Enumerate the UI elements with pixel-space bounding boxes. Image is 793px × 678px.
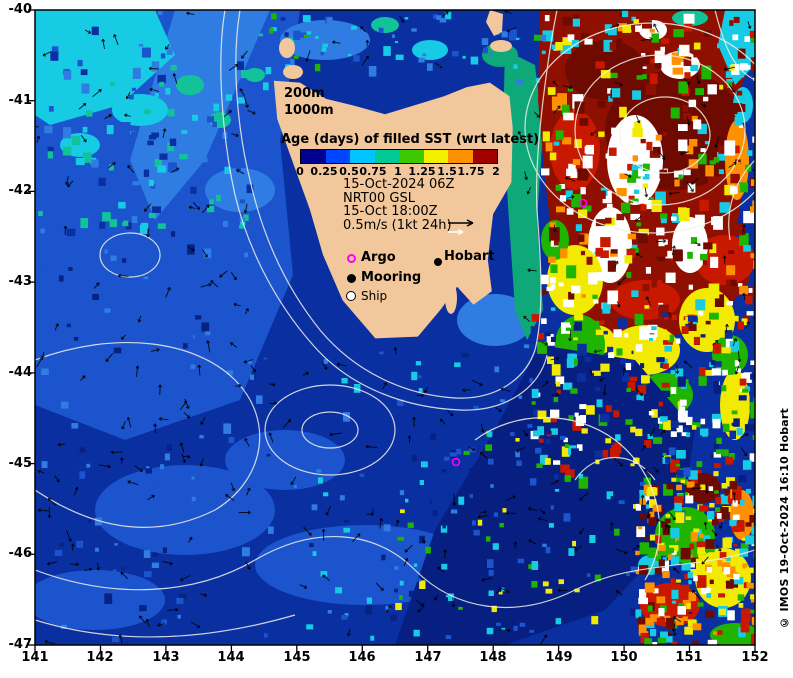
y-axis-label: -42	[8, 183, 33, 198]
y-axis-label: -47	[8, 637, 33, 652]
island	[445, 282, 457, 314]
vector-scale-label: 0.5m/s (1kt 24h)	[343, 218, 452, 233]
argo-legend-icon	[347, 254, 356, 263]
y-axis-label: -45	[8, 456, 33, 471]
sst-timestamp: 15-Oct-2024 06Z	[343, 177, 455, 192]
hobart-city-dot	[434, 258, 442, 266]
colorbar-segment	[399, 150, 424, 163]
colorbar-tick: 1.5	[437, 165, 457, 178]
colorbar-tick: 0.75	[359, 165, 387, 178]
contour-lines	[35, 10, 755, 638]
current-vectors	[35, 10, 755, 645]
y-axis-label: -40	[8, 2, 33, 17]
island	[490, 40, 512, 52]
ocean-speckles	[35, 10, 755, 645]
x-axis-label: 152	[741, 650, 769, 665]
island	[279, 38, 295, 58]
x-axis-label: 147	[414, 650, 442, 665]
colorbar-tick: 2	[492, 165, 500, 178]
colorbar-tick: 0.5	[339, 165, 359, 178]
colorbar-title: Age (days) of filled SST (wrt latest)	[281, 132, 540, 147]
model-label: NRT00 GSL	[343, 191, 415, 206]
colorbar-segment	[350, 150, 375, 163]
ship-legend-label: Ship	[361, 289, 388, 303]
hobart-city-label: Hobart	[444, 249, 495, 264]
observation-markers	[434, 198, 588, 467]
island	[486, 10, 503, 36]
mooring-legend-icon	[347, 274, 356, 283]
colorbar-segment	[472, 150, 497, 163]
y-axis-label: -43	[8, 274, 33, 289]
ship-legend-icon	[346, 291, 356, 301]
model-timestamp: 15-Oct 18:00Z	[343, 204, 438, 219]
y-axis-label: -41	[8, 93, 33, 108]
colorbar-segment	[374, 150, 399, 163]
scale-arrow-white	[448, 228, 464, 236]
x-axis-label: 146	[348, 650, 376, 665]
colorbar-tick: 1.75	[457, 165, 485, 178]
x-axis-label: 141	[21, 650, 49, 665]
contour-label-200m: 200m	[284, 86, 325, 101]
y-axis-label: -46	[8, 546, 33, 561]
argo-legend-label: Argo	[361, 250, 396, 265]
colorbar	[300, 149, 498, 164]
colorbar-segment	[325, 150, 350, 163]
y-axis-label: -44	[8, 365, 33, 380]
x-axis-label: 145	[283, 650, 311, 665]
argo-float-marker	[578, 198, 588, 208]
plot-frame	[28, 9, 756, 652]
scale-arrow-black	[448, 219, 474, 227]
x-axis-label: 148	[479, 650, 507, 665]
x-axis-label: 143	[152, 650, 180, 665]
copyright-text: © IMOS 19-Oct-2024 16:10 Hobart	[778, 408, 791, 629]
colorbar-segment	[448, 150, 473, 163]
x-axis-label: 149	[545, 650, 573, 665]
colorbar-tick: 1	[394, 165, 402, 178]
x-axis-label: 151	[675, 650, 703, 665]
island	[283, 65, 303, 79]
contour-label-1000m: 1000m	[284, 103, 334, 118]
colorbar-segment	[423, 150, 448, 163]
colorbar-tick: 0.25	[310, 165, 338, 178]
x-axis-label: 142	[86, 650, 114, 665]
axis-tick-marks	[28, 9, 756, 652]
argo-float-marker	[451, 457, 461, 467]
colorbar-segment	[301, 150, 326, 163]
colorbar-tick: 1.25	[408, 165, 436, 178]
mooring-legend-label: Mooring	[361, 270, 422, 285]
land-tasmania	[273, 10, 513, 339]
x-axis-label: 144	[217, 650, 245, 665]
colorbar-tick: 0	[296, 165, 304, 178]
x-axis-label: 150	[610, 650, 638, 665]
